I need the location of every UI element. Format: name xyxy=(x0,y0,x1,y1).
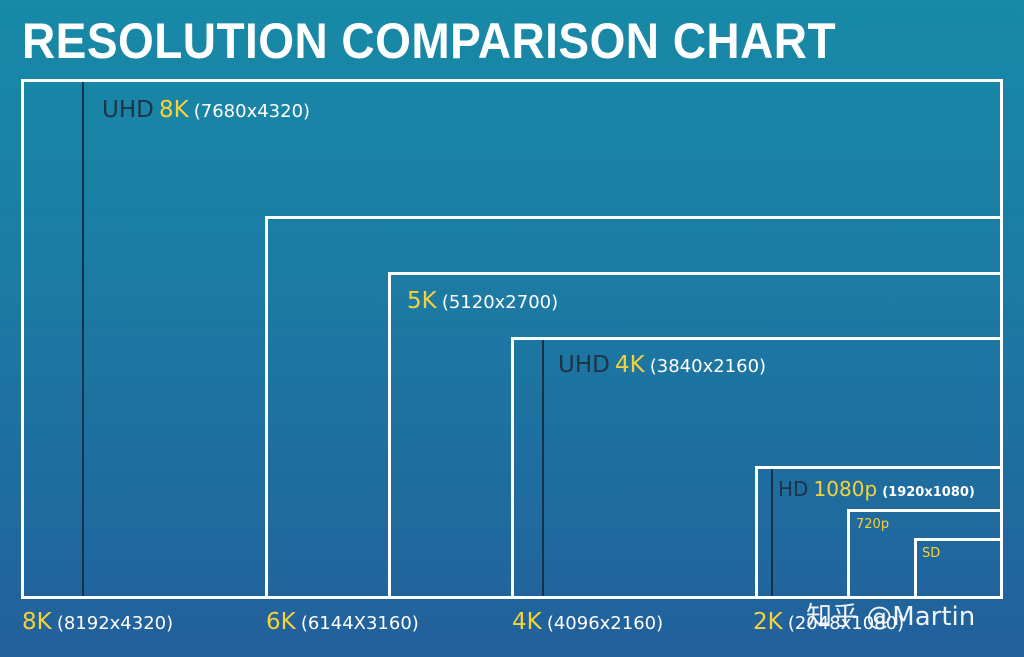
label-1080p-name: 1080p xyxy=(813,477,878,501)
chart-title: RESOLUTION COMPARISON CHART xyxy=(22,13,837,69)
label-720p: 720p xyxy=(856,517,890,532)
bottom-label-4k-name: 4K xyxy=(512,609,542,635)
label-hd-prefix: HD xyxy=(778,477,809,501)
label-hd-1080p: HD 1080p (1920x1080) xyxy=(778,479,975,499)
uhd-8k-divider xyxy=(82,82,84,596)
label-5k-name: 5K xyxy=(407,288,437,314)
label-uhd-4k-prefix: UHD xyxy=(558,352,610,378)
bottom-label-8k: 8K (8192x4320) xyxy=(22,611,173,634)
label-uhd-4k: UHD 4K (3840x2160) xyxy=(558,354,766,377)
bottom-label-4k: 4K (4096x2160) xyxy=(512,611,663,634)
bottom-label-6k: 6K (6144X3160) xyxy=(266,611,419,634)
bottom-label-2k: 2K (2048x1080) xyxy=(753,611,904,634)
bottom-label-8k-dims: (8192x4320) xyxy=(56,613,174,634)
label-5k: 5K (5120x2700) xyxy=(407,290,558,313)
label-sd: SD xyxy=(922,546,941,561)
label-uhd-8k: UHD 8K (7680x4320) xyxy=(102,99,310,122)
box-sd xyxy=(914,538,1003,599)
label-uhd-4k-name: 4K xyxy=(614,352,645,378)
label-5k-dims: (5120x2700) xyxy=(441,292,559,313)
bottom-label-4k-dims: (4096x2160) xyxy=(546,613,664,634)
label-uhd-8k-dims: (7680x4320) xyxy=(193,101,311,122)
label-uhd-8k-prefix: UHD xyxy=(102,97,154,123)
bottom-label-2k-dims: (2048x1080) xyxy=(787,613,905,634)
label-uhd-4k-dims: (3840x2160) xyxy=(649,356,767,377)
hd-1080p-divider xyxy=(771,469,773,596)
bottom-label-6k-dims: (6144X3160) xyxy=(300,613,419,634)
label-uhd-8k-name: 8K xyxy=(158,97,189,123)
bottom-label-6k-name: 6K xyxy=(266,609,296,635)
watermark: 知乎 @Martin xyxy=(806,602,976,632)
label-1080p-dims: (1920x1080) xyxy=(882,485,975,500)
bottom-label-2k-name: 2K xyxy=(753,609,783,635)
uhd-4k-divider xyxy=(542,340,544,596)
bottom-label-8k-name: 8K xyxy=(22,609,52,635)
